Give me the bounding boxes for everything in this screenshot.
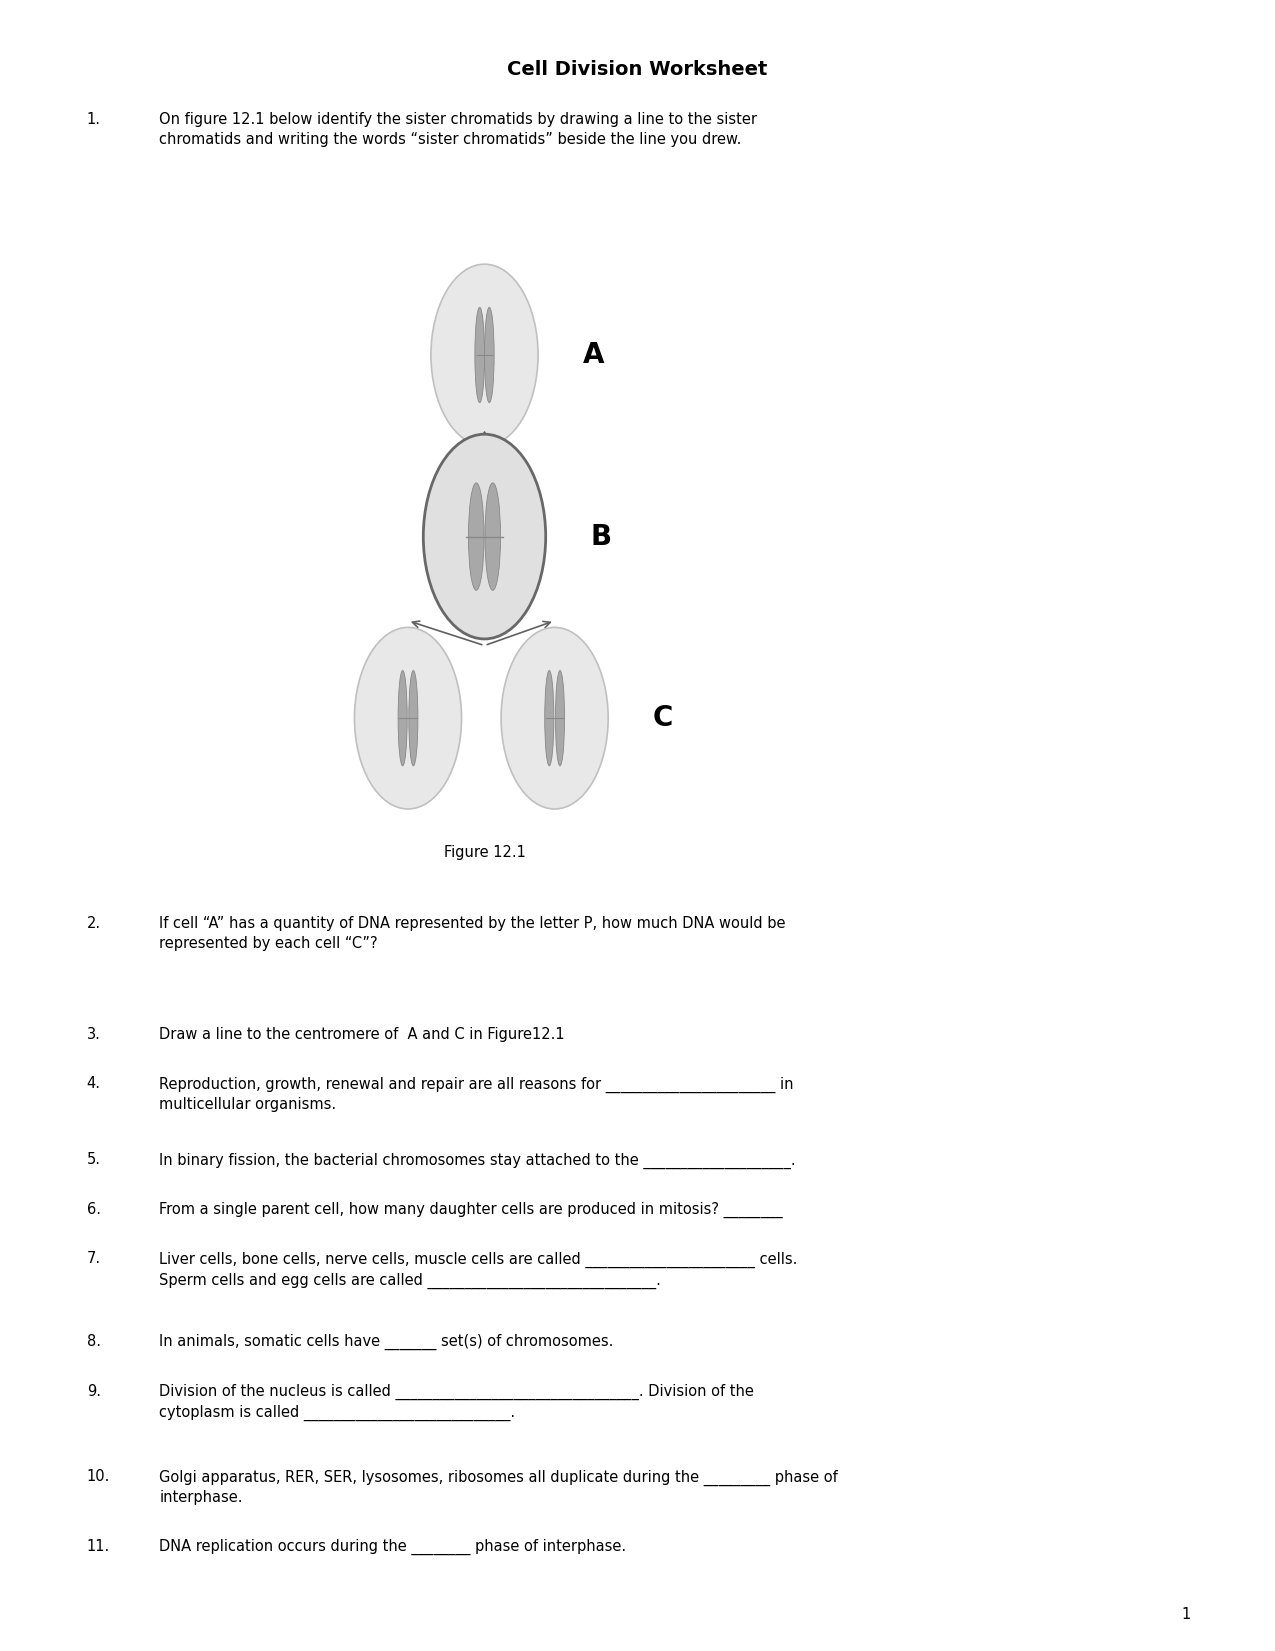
Ellipse shape bbox=[556, 670, 565, 766]
Text: 9.: 9. bbox=[87, 1384, 101, 1398]
Ellipse shape bbox=[398, 670, 407, 766]
Text: Liver cells, bone cells, nerve cells, muscle cells are called __________________: Liver cells, bone cells, nerve cells, mu… bbox=[159, 1251, 798, 1289]
Text: Draw a line to the centromere of  A and C in Figure12.1: Draw a line to the centromere of A and C… bbox=[159, 1027, 565, 1042]
Text: Cell Division Worksheet: Cell Division Worksheet bbox=[507, 59, 768, 79]
Text: If cell “A” has a quantity of DNA represented by the letter P, how much DNA woul: If cell “A” has a quantity of DNA repres… bbox=[159, 916, 785, 951]
Text: 2.: 2. bbox=[87, 916, 101, 931]
Text: 10.: 10. bbox=[87, 1469, 110, 1484]
Text: 11.: 11. bbox=[87, 1539, 110, 1554]
Text: C: C bbox=[653, 705, 673, 731]
Ellipse shape bbox=[423, 434, 546, 639]
Text: From a single parent cell, how many daughter cells are produced in mitosis? ____: From a single parent cell, how many daug… bbox=[159, 1202, 783, 1218]
Text: 7.: 7. bbox=[87, 1251, 101, 1266]
Ellipse shape bbox=[431, 264, 538, 446]
Ellipse shape bbox=[409, 670, 418, 766]
Text: Golgi apparatus, RER, SER, lysosomes, ribosomes all duplicate during the _______: Golgi apparatus, RER, SER, lysosomes, ri… bbox=[159, 1469, 838, 1506]
Ellipse shape bbox=[354, 627, 462, 809]
Text: Reproduction, growth, renewal and repair are all reasons for ___________________: Reproduction, growth, renewal and repair… bbox=[159, 1076, 794, 1113]
Text: 5.: 5. bbox=[87, 1152, 101, 1167]
Ellipse shape bbox=[468, 482, 484, 591]
Text: A: A bbox=[583, 342, 604, 368]
Text: B: B bbox=[590, 523, 612, 550]
Text: 6.: 6. bbox=[87, 1202, 101, 1217]
Text: 1: 1 bbox=[1181, 1606, 1191, 1623]
Ellipse shape bbox=[501, 627, 608, 809]
Text: Division of the nucleus is called _________________________________. Division of: Division of the nucleus is called ______… bbox=[159, 1384, 755, 1422]
Text: In animals, somatic cells have _______ set(s) of chromosomes.: In animals, somatic cells have _______ s… bbox=[159, 1334, 613, 1351]
Text: 8.: 8. bbox=[87, 1334, 101, 1349]
Text: Figure 12.1: Figure 12.1 bbox=[444, 845, 525, 860]
Text: DNA replication occurs during the ________ phase of interphase.: DNA replication occurs during the ______… bbox=[159, 1539, 626, 1555]
Text: 4.: 4. bbox=[87, 1076, 101, 1091]
Ellipse shape bbox=[484, 307, 495, 403]
Text: 3.: 3. bbox=[87, 1027, 101, 1042]
Ellipse shape bbox=[544, 670, 553, 766]
Ellipse shape bbox=[484, 482, 501, 591]
Text: In binary fission, the bacterial chromosomes stay attached to the ______________: In binary fission, the bacterial chromos… bbox=[159, 1152, 796, 1169]
Ellipse shape bbox=[474, 307, 484, 403]
Text: 1.: 1. bbox=[87, 112, 101, 127]
Text: On figure 12.1 below identify the sister chromatids by drawing a line to the sis: On figure 12.1 below identify the sister… bbox=[159, 112, 757, 147]
